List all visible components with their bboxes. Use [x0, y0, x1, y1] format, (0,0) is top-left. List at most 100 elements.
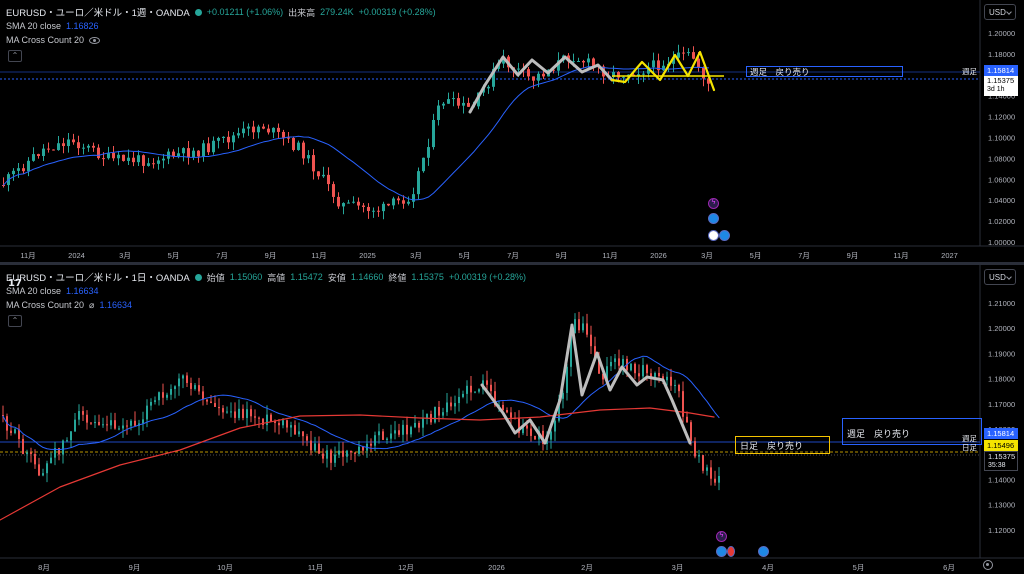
- weekly-resistance-zone[interactable]: [842, 418, 982, 445]
- weekly-cross-label[interactable]: MA Cross Count 20: [6, 35, 85, 45]
- daily-candle: [454, 403, 456, 407]
- globe-icon[interactable]: [708, 213, 719, 224]
- weekly-candle: [272, 127, 275, 133]
- daily-candle: [158, 392, 160, 401]
- weekly-candle: [147, 163, 150, 166]
- daily-candle: [634, 363, 636, 374]
- lightning-icon[interactable]: ϟ: [716, 531, 727, 542]
- weekly-candle: [367, 206, 370, 212]
- weekly-y-tick: 1.10000: [988, 134, 1015, 143]
- globe-icon[interactable]: [716, 546, 727, 557]
- daily-candle: [478, 389, 480, 392]
- weekly-candle: [442, 103, 445, 106]
- collapse-legend-button[interactable]: ⌃: [8, 315, 22, 327]
- weekly-symbol-title[interactable]: EURUSD・ユーロ／米ドル・1週・OANDA: [6, 8, 190, 19]
- daily-x-tick: 2月: [581, 563, 593, 572]
- weekly-candle: [112, 152, 115, 159]
- weekly-y-tick: 1.14000: [988, 92, 1015, 101]
- daily-currency-selector[interactable]: USD: [984, 269, 1016, 285]
- flag-icon[interactable]: [727, 546, 735, 557]
- daily-y-tick: 1.19000: [988, 349, 1015, 358]
- weekly-zigzag-line: [468, 55, 614, 114]
- daily-candle: [462, 393, 464, 397]
- chevron-down-icon: [1006, 9, 1012, 15]
- weekly-candle: [582, 60, 585, 63]
- daily-change: +0.00319 (+0.28%): [448, 272, 526, 282]
- daily-candle: [130, 420, 132, 426]
- weekly-resistance-zone[interactable]: [746, 66, 903, 77]
- daily-cross-label[interactable]: MA Cross Count 20: [6, 300, 85, 310]
- daily-candle: [650, 373, 652, 379]
- daily-weekly-annotation[interactable]: 週足 戻り売り: [847, 429, 911, 439]
- weekly-candle: [437, 105, 440, 120]
- daily-candle: [314, 443, 316, 451]
- daily-candle: [14, 429, 16, 434]
- daily-candle: [474, 391, 476, 393]
- daily-chart-canvas[interactable]: 1.210001.200001.190001.180001.170001.160…: [0, 265, 1024, 574]
- weekly-candle: [252, 126, 255, 133]
- weekly-candle: [537, 73, 540, 81]
- daily-candle: [698, 455, 700, 457]
- tradingview-logo[interactable]: 17: [8, 278, 22, 289]
- weekly-candle: [132, 157, 135, 163]
- weekly-candle: [427, 147, 430, 158]
- daily-chart-pane[interactable]: 1.210001.200001.190001.180001.170001.160…: [0, 265, 1024, 574]
- daily-candle: [298, 431, 300, 435]
- pane-divider[interactable]: [0, 262, 1024, 265]
- daily-candle: [358, 446, 360, 454]
- weekly-chart-pane[interactable]: 1.200001.180001.160001.140001.120001.100…: [0, 0, 1024, 262]
- collapse-legend-button[interactable]: ⌃: [8, 50, 22, 62]
- daily-candle: [166, 394, 168, 398]
- daily-candle: [270, 414, 272, 422]
- gear-icon[interactable]: [983, 560, 993, 570]
- daily-candle: [330, 450, 332, 463]
- daily-candle: [502, 404, 504, 411]
- weekly-candle: [192, 150, 195, 158]
- daily-candle: [238, 408, 240, 418]
- daily-x-tick: 6月: [943, 563, 955, 572]
- weekly-candle: [27, 160, 30, 172]
- daily-annotation-label[interactable]: 日足 戻り売り: [740, 441, 804, 451]
- weekly-candle: [292, 137, 295, 150]
- weekly-candle: [277, 127, 280, 132]
- daily-resistance-zone[interactable]: [735, 436, 830, 454]
- daily-candle: [606, 366, 608, 380]
- flag-icon[interactable]: [708, 230, 719, 241]
- weekly-candle: [102, 158, 105, 160]
- daily-sma-label[interactable]: SMA 20 close: [6, 286, 62, 296]
- globe-icon[interactable]: [719, 230, 730, 241]
- daily-candle: [70, 431, 72, 441]
- daily-candle: [226, 411, 228, 413]
- globe-icon[interactable]: [758, 546, 769, 557]
- daily-candle: [370, 443, 372, 446]
- daily-symbol-title[interactable]: EURUSD・ユーロ／米ドル・1日・OANDA: [6, 273, 190, 284]
- weekly-x-tick: 11月: [20, 251, 35, 260]
- daily-x-tick: 10月: [217, 563, 233, 572]
- weekly-candle: [67, 139, 70, 147]
- weekly-chart-canvas[interactable]: 1.200001.180001.160001.140001.120001.100…: [0, 0, 1024, 262]
- weekly-candle: [312, 155, 315, 172]
- weekly-candle: [332, 184, 335, 197]
- daily-candle: [486, 380, 488, 385]
- daily-candle: [162, 392, 164, 398]
- daily-candle: [562, 392, 564, 399]
- weekly-candle: [307, 155, 310, 159]
- weekly-x-tick: 3月: [410, 251, 422, 260]
- eye-hidden-icon[interactable]: [89, 36, 101, 44]
- daily-candle: [254, 416, 256, 418]
- daily-candle: [218, 406, 220, 409]
- weekly-sma-label[interactable]: SMA 20 close: [6, 21, 62, 31]
- weekly-candle: [352, 201, 355, 203]
- weekly-candle: [17, 168, 20, 171]
- weekly-currency-selector[interactable]: USD: [984, 4, 1016, 20]
- lightning-icon[interactable]: ϟ: [708, 198, 719, 209]
- weekly-candle: [72, 139, 75, 143]
- daily-candle: [426, 414, 428, 419]
- daily-candle: [682, 391, 684, 417]
- daily-candle: [466, 385, 468, 394]
- daily-candle: [66, 440, 68, 442]
- daily-candle: [470, 385, 472, 393]
- weekly-annotation-label[interactable]: 週足 戻り売り: [750, 67, 810, 77]
- daily-candle: [262, 418, 264, 426]
- weekly-x-tick: 11月: [602, 251, 617, 260]
